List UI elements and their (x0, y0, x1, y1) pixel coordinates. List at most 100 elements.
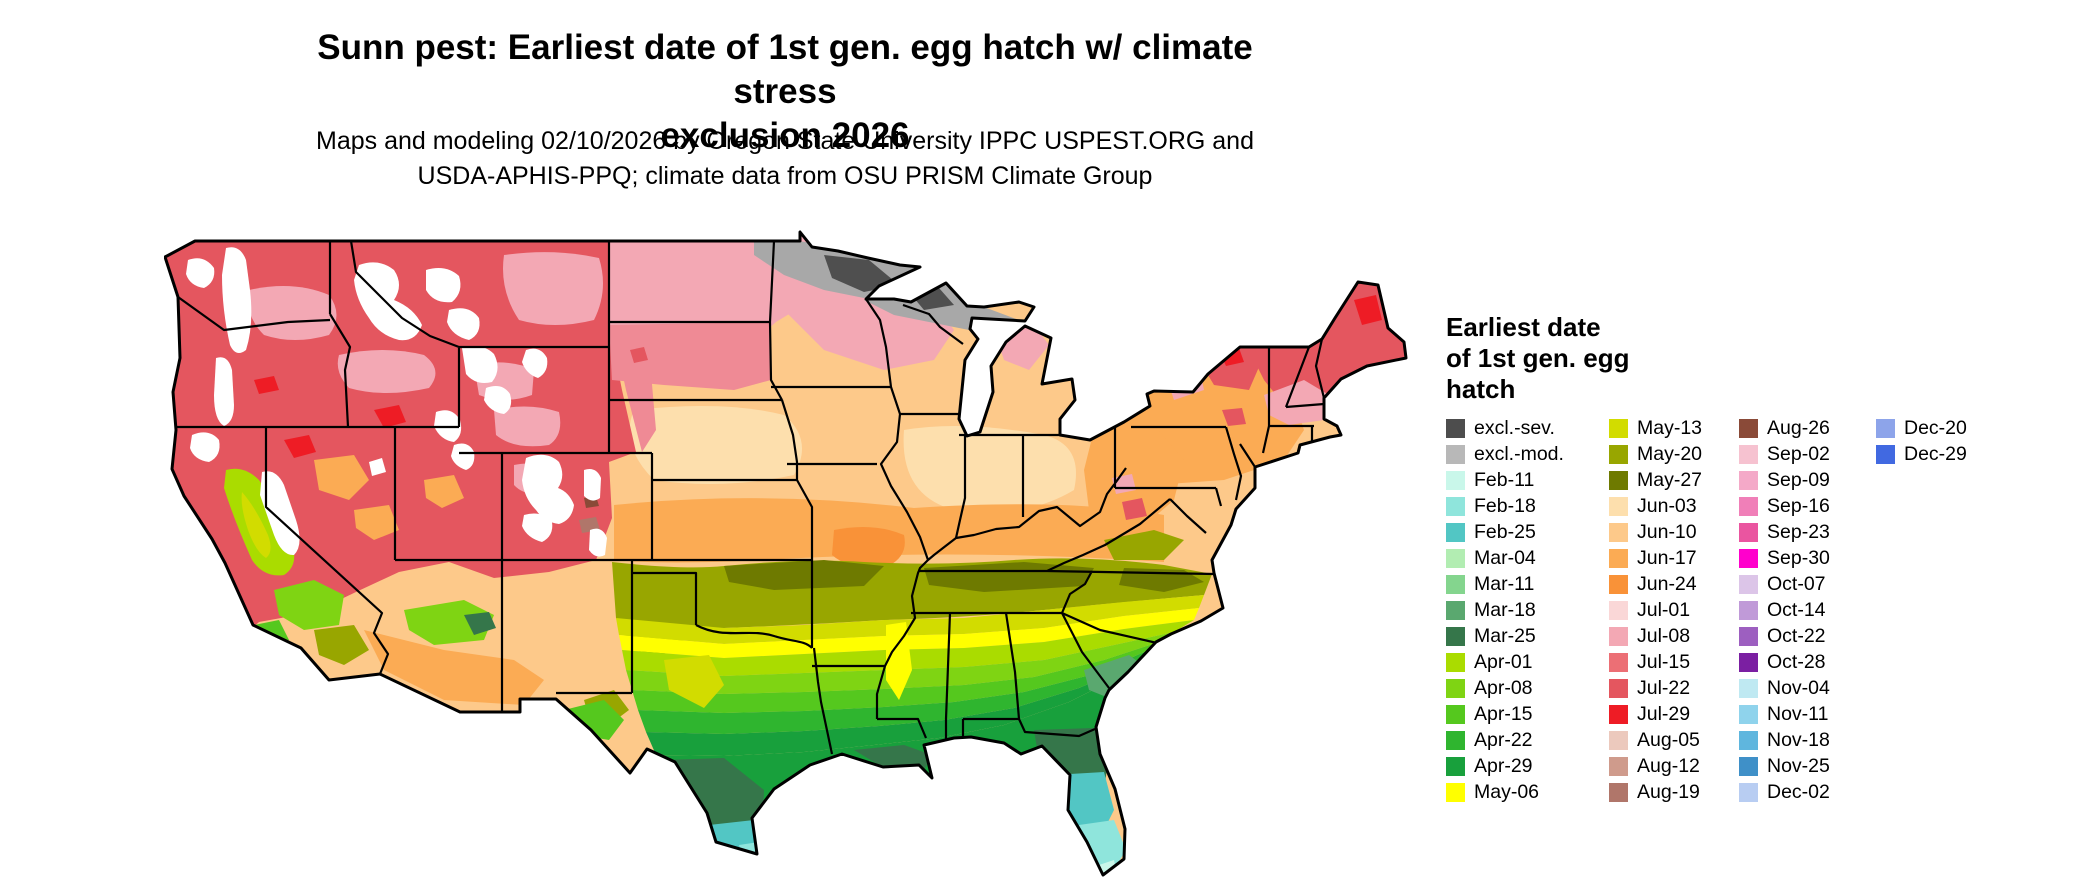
legend-item: Mar-18 (1446, 597, 1564, 623)
legend-item: Mar-04 (1446, 545, 1564, 571)
legend-item: Jun-03 (1609, 493, 1702, 519)
legend-item-label: May-13 (1637, 416, 1703, 439)
legend-item-label: Apr-22 (1474, 728, 1533, 751)
legend-swatch (1609, 470, 1628, 490)
legend-item-label: Jul-22 (1637, 676, 1691, 699)
legend-swatch (1739, 574, 1758, 594)
legend-swatch (1609, 704, 1628, 724)
legend-column-1: excl.-sev. excl.-mod. Feb-11 Feb-18 Feb-… (1446, 415, 1564, 805)
legend-swatch (1739, 730, 1758, 750)
legend-item: Jun-10 (1609, 519, 1702, 545)
legend-swatch (1876, 418, 1895, 438)
legend-item: Dec-29 (1876, 441, 1967, 467)
legend-item-label: Feb-11 (1474, 468, 1535, 491)
legend-item: Sep-16 (1739, 493, 1830, 519)
legend-title: Earliest date of 1st gen. egg hatch (1446, 312, 1746, 405)
legend-item-label: Dec-29 (1904, 442, 1967, 465)
legend-swatch (1446, 548, 1465, 568)
legend-item-label: Aug-05 (1637, 728, 1700, 751)
legend-item: Feb-11 (1446, 467, 1564, 493)
legend-item-label: May-27 (1637, 468, 1703, 491)
legend-swatch (1609, 522, 1628, 542)
legend-swatch (1609, 548, 1628, 568)
legend-item-label: excl.-mod. (1474, 442, 1564, 465)
legend-swatch (1446, 756, 1465, 776)
figure-title-line2: exclusion 2026 (660, 116, 910, 155)
legend-item-label: excl.-sev. (1474, 416, 1555, 439)
legend-title-line3: hatch (1446, 374, 1516, 404)
legend-title-line2: of 1st gen. egg (1446, 343, 1630, 373)
legend-item-label: Nov-25 (1767, 754, 1830, 777)
legend-swatch (1446, 678, 1465, 698)
legend-item: Apr-08 (1446, 675, 1564, 701)
legend-swatch (1446, 522, 1465, 542)
legend-swatch (1739, 756, 1758, 776)
legend-item: Aug-26 (1739, 415, 1830, 441)
us-choropleth-map (164, 230, 1408, 877)
legend-item-label: Oct-07 (1767, 572, 1826, 595)
legend-swatch (1446, 782, 1465, 802)
legend-item: Nov-25 (1739, 753, 1830, 779)
legend-column-4: Dec-20 Dec-29 (1876, 415, 1967, 467)
legend-item-label: Sep-30 (1767, 546, 1830, 569)
legend-swatch (1609, 678, 1628, 698)
figure-subtitle: Maps and modeling 02/10/2026 by Oregon S… (240, 124, 1330, 194)
legend-item-label: Mar-18 (1474, 598, 1536, 621)
legend-swatch (1609, 496, 1628, 516)
legend-swatch (1446, 730, 1465, 750)
figure-title: Sunn pest: Earliest date of 1st gen. egg… (270, 26, 1300, 158)
legend-swatch (1609, 444, 1628, 464)
legend-swatch (1446, 600, 1465, 620)
legend-swatch (1446, 574, 1465, 594)
legend-item: Aug-19 (1609, 779, 1702, 805)
legend-item: Mar-11 (1446, 571, 1564, 597)
legend-item-label: Jun-24 (1637, 572, 1697, 595)
legend-item: excl.-mod. (1446, 441, 1564, 467)
legend-item-label: Jun-10 (1637, 520, 1697, 543)
legend-item-label: Jul-15 (1637, 650, 1691, 673)
legend-swatch (1739, 470, 1758, 490)
legend-item-label: Apr-29 (1474, 754, 1533, 777)
legend-item-label: Mar-11 (1474, 572, 1535, 595)
legend-item-label: Apr-15 (1474, 702, 1533, 725)
legend-item-label: Dec-20 (1904, 416, 1967, 439)
legend-item-label: Sep-09 (1767, 468, 1830, 491)
state-borders (176, 240, 1326, 755)
legend-item: May-13 (1609, 415, 1702, 441)
legend-swatch (1446, 444, 1465, 464)
legend-item-label: Jul-08 (1637, 624, 1691, 647)
figure-subtitle-line2: USDA-APHIS-PPQ; climate data from OSU PR… (417, 162, 1153, 190)
legend-item-label: Jul-29 (1637, 702, 1691, 725)
legend-item-label: Jul-01 (1637, 598, 1691, 621)
legend-item: Aug-05 (1609, 727, 1702, 753)
legend-item-label: May-06 (1474, 780, 1540, 803)
legend-item-label: Aug-26 (1767, 416, 1830, 439)
legend-item-label: Oct-22 (1767, 624, 1826, 647)
legend-item: Sep-30 (1739, 545, 1830, 571)
legend-item: Oct-14 (1739, 597, 1830, 623)
legend-item: Apr-22 (1446, 727, 1564, 753)
legend-item: Jul-08 (1609, 623, 1702, 649)
map-region-excl-severe (824, 255, 899, 292)
legend-swatch (1739, 600, 1758, 620)
legend-swatch (1876, 444, 1895, 464)
legend-item: Jul-29 (1609, 701, 1702, 727)
legend-item-label: Jun-17 (1637, 546, 1697, 569)
legend-item-label: May-20 (1637, 442, 1703, 465)
legend-item-label: Dec-02 (1767, 780, 1830, 803)
legend-swatch (1609, 756, 1628, 776)
legend-item-label: Apr-08 (1474, 676, 1533, 699)
legend-item-label: Aug-12 (1637, 754, 1700, 777)
legend-item: Mar-25 (1446, 623, 1564, 649)
legend-item: Sep-02 (1739, 441, 1830, 467)
legend-item-label: Oct-28 (1767, 650, 1826, 673)
legend-swatch (1609, 652, 1628, 672)
legend-swatch (1446, 496, 1465, 516)
legend-swatch (1446, 704, 1465, 724)
legend-item: Dec-20 (1876, 415, 1967, 441)
legend-item: Nov-04 (1739, 675, 1830, 701)
legend-item: May-27 (1609, 467, 1702, 493)
legend-swatch (1609, 574, 1628, 594)
legend-item-label: Apr-01 (1474, 650, 1533, 673)
legend-item-label: Sep-02 (1767, 442, 1830, 465)
